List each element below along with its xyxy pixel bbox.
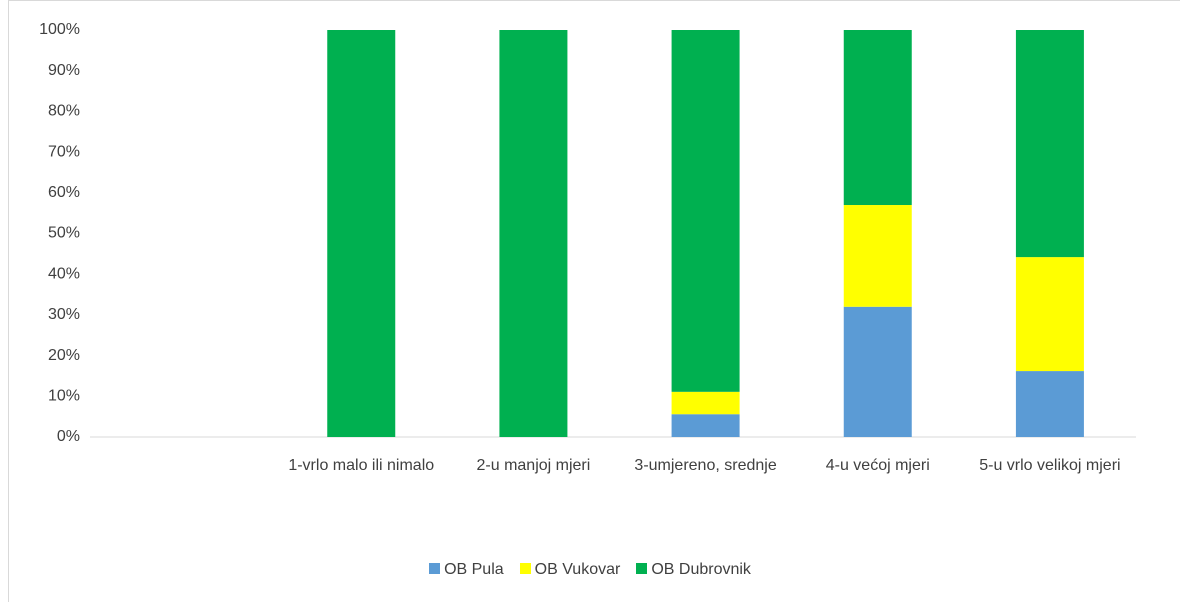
legend-swatch [429, 563, 441, 574]
bar-segment [327, 30, 396, 437]
legend-item: OB Dubrovnik [636, 561, 751, 579]
y-tick-label: 80% [48, 103, 80, 120]
y-tick-label: 70% [48, 143, 80, 160]
x-tick-label: 4-u većoj mjeri [825, 457, 930, 474]
bar-segment [671, 414, 740, 437]
legend: OB Pula OB Vukovar OB Dubrovnik [0, 561, 1180, 579]
y-tick-label: 10% [48, 388, 80, 405]
bar-segment [843, 30, 912, 206]
bar-segment [1015, 371, 1084, 437]
x-tick-label: 1-vrlo malo ili nimalo [288, 457, 435, 474]
y-tick-label: 20% [48, 347, 80, 364]
x-tick-label: 5-u vrlo velikoj mjeri [979, 457, 1121, 474]
y-tick-label: 30% [48, 306, 80, 323]
y-tick-label: 0% [57, 428, 80, 445]
bar-segment [1015, 30, 1084, 258]
bar-segment [499, 30, 568, 437]
y-tick-label: 100% [39, 21, 80, 38]
legend-swatch [519, 563, 531, 574]
chart-frame [8, 0, 1180, 602]
legend-item: OB Vukovar [519, 561, 621, 579]
y-tick-label: 60% [48, 184, 80, 201]
bar-segment [843, 205, 912, 307]
legend-swatch [636, 563, 648, 574]
x-tick-label: 3-umjereno, srednje [634, 457, 777, 474]
legend-label: OB Dubrovnik [651, 561, 751, 578]
y-tick-label: 50% [48, 225, 80, 242]
bar-segment [843, 306, 912, 437]
bar-segment [671, 30, 740, 392]
y-tick-label: 90% [48, 62, 80, 79]
bar-segment [1015, 257, 1084, 372]
legend-item: OB Pula [429, 561, 504, 579]
y-tick-label: 40% [48, 265, 80, 282]
x-tick-label: 2-u manjoj mjeri [476, 457, 591, 474]
legend-label: OB Vukovar [534, 561, 621, 578]
bar-segment [671, 391, 740, 415]
legend-label: OB Pula [444, 561, 504, 578]
